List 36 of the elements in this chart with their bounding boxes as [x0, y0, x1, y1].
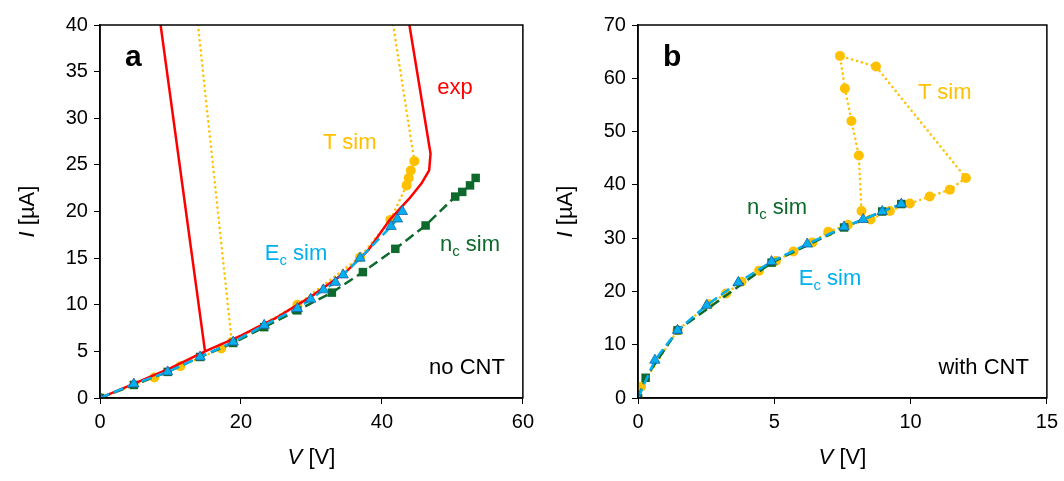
- y-axis-title: I [µA]: [552, 185, 578, 238]
- y-tick-label: 10: [603, 332, 626, 355]
- x-tick-label: 0: [94, 409, 106, 432]
- x-tick-label: 40: [370, 409, 394, 432]
- text: b: [663, 39, 682, 73]
- x-tick-label: 10: [899, 409, 922, 432]
- y-tick-label: 0: [614, 385, 626, 408]
- y-tick-label: 15: [65, 245, 88, 268]
- y-tick-label: 20: [65, 199, 88, 222]
- y-tick-label: 35: [65, 59, 88, 82]
- y-tick-label: 40: [65, 12, 88, 35]
- y-tick-label: 10: [65, 292, 88, 315]
- x-tick-label: 0: [632, 409, 644, 432]
- annotation: no CNT: [429, 354, 505, 380]
- y-tick-label: 30: [603, 225, 626, 248]
- y-tick-label: 0: [76, 385, 88, 408]
- y-tick-label: 40: [603, 172, 626, 195]
- x-tick-label: 20: [229, 409, 253, 432]
- y-tick-label: 50: [603, 119, 626, 142]
- y-tick-label: 20: [603, 278, 626, 301]
- series-label: T sim: [918, 79, 972, 105]
- series-label: T sim: [323, 129, 377, 155]
- x-axis-title: V [V]: [287, 444, 336, 470]
- y-axis-title: I [µA]: [14, 185, 40, 238]
- x-tick-label: 5: [768, 409, 780, 432]
- text: a: [125, 39, 142, 73]
- y-tick-label: 70: [603, 12, 626, 35]
- x-tick-label: 60: [511, 409, 534, 432]
- y-tick-label: 30: [65, 105, 88, 128]
- y-tick-label: 60: [603, 65, 626, 88]
- y-tick-label: 25: [65, 152, 88, 175]
- y-tick-label: 5: [76, 338, 88, 361]
- x-tick-label: 15: [1035, 409, 1058, 432]
- series-label: exp: [437, 74, 473, 100]
- annotation: with CNT: [937, 354, 1029, 380]
- x-axis-title: V [V]: [818, 444, 867, 470]
